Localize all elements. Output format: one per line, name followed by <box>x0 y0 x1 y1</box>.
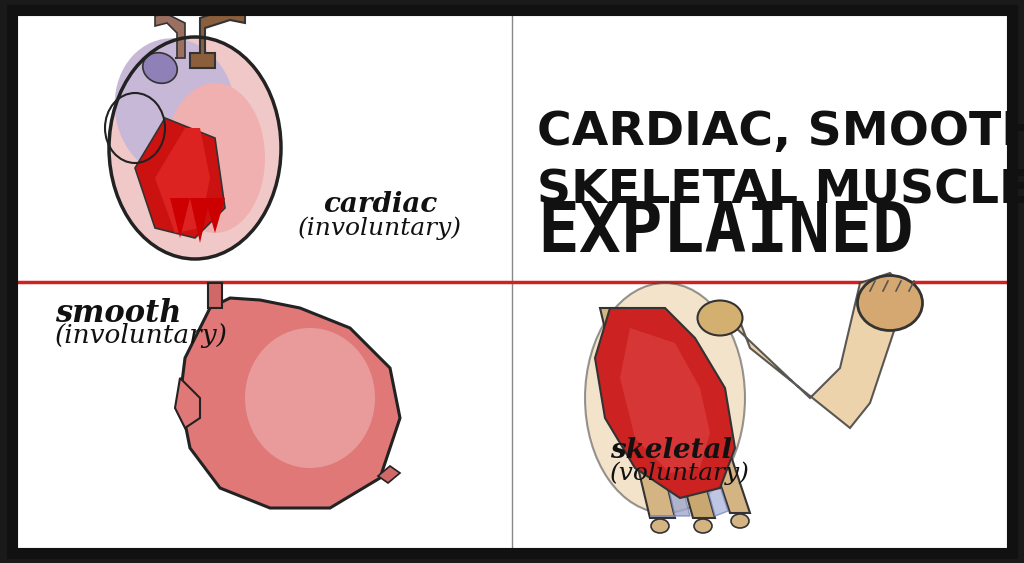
Ellipse shape <box>142 53 177 83</box>
Polygon shape <box>208 283 222 308</box>
Polygon shape <box>627 310 690 516</box>
Ellipse shape <box>115 38 236 178</box>
Polygon shape <box>595 308 735 498</box>
Ellipse shape <box>245 328 375 468</box>
Text: (involuntary): (involuntary) <box>298 216 462 240</box>
Polygon shape <box>640 328 715 518</box>
Polygon shape <box>205 198 225 233</box>
Text: (involuntary): (involuntary) <box>55 323 228 347</box>
Text: smooth: smooth <box>55 297 181 328</box>
Polygon shape <box>135 118 225 238</box>
Ellipse shape <box>110 38 280 258</box>
Polygon shape <box>155 128 210 233</box>
Polygon shape <box>190 8 245 68</box>
Ellipse shape <box>651 519 669 533</box>
Polygon shape <box>155 13 185 58</box>
Ellipse shape <box>694 519 712 533</box>
FancyBboxPatch shape <box>12 10 1012 553</box>
Ellipse shape <box>585 283 745 513</box>
Polygon shape <box>600 308 675 518</box>
Polygon shape <box>190 198 210 243</box>
Ellipse shape <box>731 514 749 528</box>
Text: (voluntary): (voluntary) <box>610 461 750 485</box>
Ellipse shape <box>857 275 923 330</box>
Polygon shape <box>180 298 400 508</box>
Text: SKELETAL MUSCLES: SKELETAL MUSCLES <box>537 168 1024 213</box>
Polygon shape <box>378 466 400 483</box>
Polygon shape <box>675 348 750 513</box>
Polygon shape <box>663 330 728 516</box>
Polygon shape <box>170 198 190 238</box>
Text: EXPLAINED: EXPLAINED <box>537 199 913 266</box>
Polygon shape <box>620 328 710 473</box>
Polygon shape <box>715 273 910 428</box>
Ellipse shape <box>697 301 742 336</box>
Text: skeletal: skeletal <box>610 436 732 463</box>
Text: cardiac: cardiac <box>323 191 437 218</box>
Ellipse shape <box>165 83 265 233</box>
Text: CARDIAC, SMOOTH &: CARDIAC, SMOOTH & <box>537 110 1024 155</box>
Polygon shape <box>175 378 200 428</box>
